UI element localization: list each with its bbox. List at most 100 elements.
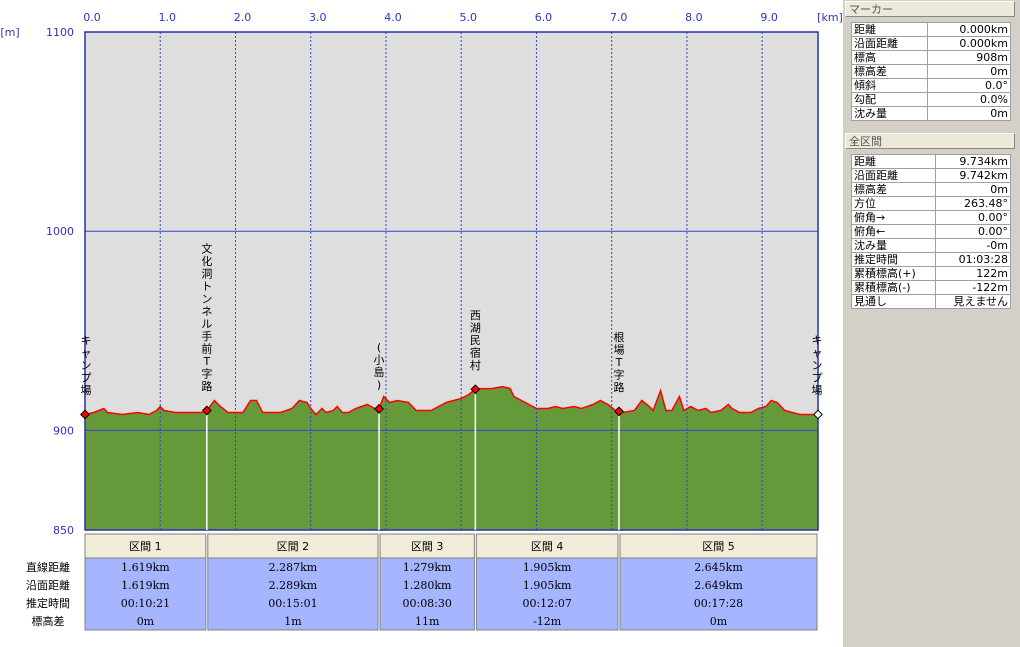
total-info-value: 122m — [934, 266, 1012, 281]
total-info-value: -0m — [934, 238, 1012, 253]
waypoint-marker[interactable] — [201, 405, 212, 416]
total-info-row: 推定時間 01:03:28 — [851, 252, 1012, 267]
total-info-row: 沿面距離 9.742km — [851, 168, 1012, 183]
y-tick-label: 900 — [53, 424, 74, 437]
total-info-label: 距離 — [851, 154, 936, 169]
section-value: 0m — [137, 615, 155, 628]
section-value: 2.649km — [694, 579, 743, 592]
section-body-cell — [379, 557, 475, 631]
total-info-label: 沈み量 — [851, 238, 936, 253]
marker-info-row: 標高差 0m — [851, 64, 1012, 79]
section-value: 1.279km — [403, 561, 452, 574]
section-body-cell — [475, 557, 619, 631]
section-value: 1.905km — [523, 579, 572, 592]
total-info-value: 0.00° — [934, 224, 1012, 239]
waypoint-marker[interactable] — [80, 409, 90, 420]
marker-info-value: 0.0° — [926, 78, 1012, 93]
marker-info-value: 0m — [926, 106, 1012, 121]
section-value: -12m — [533, 615, 562, 628]
section-label: 区間 4 — [531, 540, 564, 553]
section-row-label: 沿面距離 — [26, 578, 70, 592]
plot-frame — [84, 31, 819, 531]
y-unit-label: [m] — [0, 26, 19, 39]
section-header-cell[interactable] — [379, 533, 475, 559]
waypoint-label: 西湖民宿村 — [470, 309, 481, 372]
section-header-cell[interactable] — [475, 533, 619, 559]
y-tick-label: 1100 — [46, 26, 74, 39]
marker-info-label: 標高 — [851, 50, 928, 65]
section-value: 11m — [415, 615, 440, 628]
waypoint-marker[interactable] — [813, 409, 823, 420]
total-info-value: 9.742km — [934, 168, 1012, 183]
waypoint-marker[interactable] — [374, 403, 384, 414]
x-tick-label: 0.0 — [83, 11, 101, 24]
x-tick-label: 6.0 — [535, 11, 553, 24]
section-label: 区間 3 — [411, 540, 444, 553]
marker-info-label: 勾配 — [851, 92, 928, 107]
section-header-cell[interactable] — [207, 533, 379, 559]
total-info-label: 俯角← — [851, 224, 936, 239]
marker-info-value: 0.000km — [926, 22, 1012, 37]
marker-info-table: 距離 0.000km 沿面距離 0.000km 標高 908m 標高差 0m 傾斜 0.0° 勾配 0… — [851, 22, 1012, 121]
section-body-cell — [619, 557, 818, 631]
marker-info-row: 傾斜 0.0° — [851, 78, 1012, 93]
marker-info-row: 勾配 0.0% — [851, 92, 1012, 107]
marker-info-label: 距離 — [851, 22, 928, 37]
elevation-line — [84, 385, 818, 416]
total-info-value: -122m — [934, 280, 1012, 295]
waypoint-marker[interactable] — [614, 406, 624, 417]
section-value: 00:12:07 — [522, 597, 571, 610]
total-info-value: 9.734km — [934, 154, 1012, 169]
section-label: 区間 5 — [702, 540, 735, 553]
terrain-fill — [85, 386, 818, 530]
total-info-row: 累積標高(+) 122m — [851, 266, 1012, 281]
marker-info-label: 沈み量 — [851, 106, 928, 121]
waypoint-label: 根場 T 字路 — [613, 330, 624, 394]
section-body-cell — [84, 557, 207, 631]
marker-info-row: 沿面距離 0.000km — [851, 36, 1012, 51]
total-info-label: 累積標高(-) — [851, 280, 936, 295]
section-value: 00:15:01 — [268, 597, 317, 610]
total-info-row: 見通し 見えません — [851, 294, 1012, 309]
total-info-value: 01:03:28 — [934, 252, 1012, 267]
marker-info-row: 標高 908m — [851, 50, 1012, 65]
section-header-cell[interactable] — [619, 533, 818, 559]
marker-info-value: 0.000km — [926, 36, 1012, 51]
total-info-value: 見えません — [934, 294, 1012, 309]
x-unit-label: [km] — [817, 11, 843, 24]
total-info-label: 方位 — [851, 196, 936, 211]
section-value: 2.289km — [269, 579, 318, 592]
section-value: 2.287km — [269, 561, 318, 574]
total-panel-header: 全区間 — [845, 133, 1015, 149]
section-label: 区間 2 — [277, 540, 310, 553]
total-info-row: 距離 9.734km — [851, 154, 1012, 169]
section-value: 00:17:28 — [694, 597, 743, 610]
section-row-label: 推定時間 — [26, 596, 70, 610]
section-value: 1.905km — [523, 561, 572, 574]
total-info-row: 方位 263.48° — [851, 196, 1012, 211]
x-tick-label: 2.0 — [234, 11, 252, 24]
waypoint-marker[interactable] — [470, 384, 481, 395]
elevation-profile-chart[interactable]: 0.0 1.0 2.0 3.0 4.0 5.0 6.0 7.0 8.0 9.0 [km] [m] 110… — [0, 0, 843, 647]
marker-info-value: 908m — [926, 50, 1012, 65]
section-value: 1.280km — [403, 579, 452, 592]
waypoint-label: キャンプ場 — [81, 334, 92, 397]
total-info-label: 俯角→ — [851, 210, 936, 225]
total-info-row: 俯角→ 0.00° — [851, 210, 1012, 225]
section-value: 2.645km — [694, 561, 743, 574]
section-label: 区間 1 — [129, 540, 162, 553]
total-info-value: 263.48° — [934, 196, 1012, 211]
total-info-row: 俯角← 0.00° — [851, 224, 1012, 239]
waypoint-label: (小島) — [374, 341, 385, 392]
y-tick-label: 850 — [53, 524, 74, 537]
marker-info-label: 沿面距離 — [851, 36, 928, 51]
section-value: 1.619km — [121, 561, 170, 574]
marker-info-value: 0m — [926, 64, 1012, 79]
total-info-label: 推定時間 — [851, 252, 936, 267]
profile-chart-area: 0.0 1.0 2.0 3.0 4.0 5.0 6.0 7.0 8.0 9.0 [km] [m] 110… — [0, 0, 843, 647]
x-tick-label: 1.0 — [158, 11, 176, 24]
section-header-cell[interactable] — [84, 533, 207, 559]
marker-info-value: 0.0% — [926, 92, 1012, 107]
marker-info-label: 傾斜 — [851, 78, 928, 93]
marker-info-label: 標高差 — [851, 64, 928, 79]
